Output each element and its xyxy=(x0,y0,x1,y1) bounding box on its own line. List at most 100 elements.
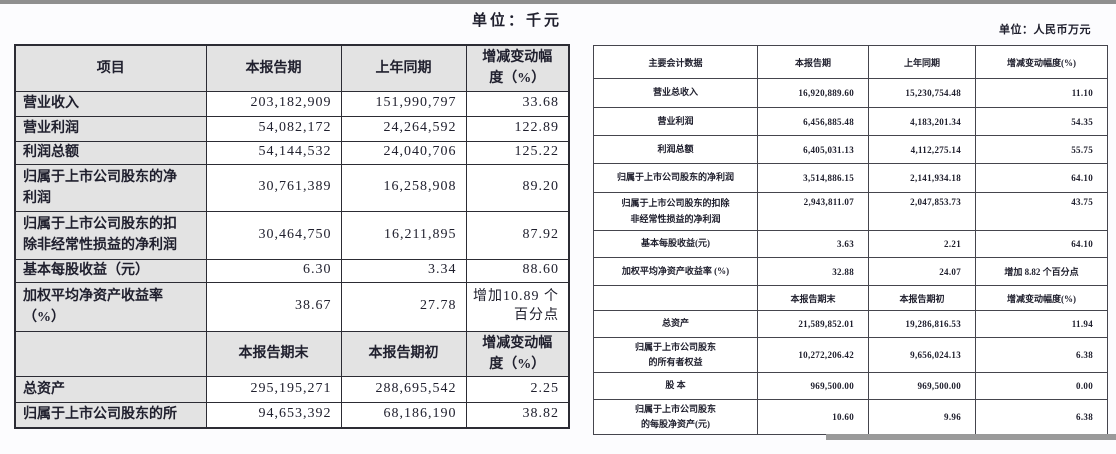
current-period-header-cell: 本报告期 xyxy=(205,44,342,92)
prior-period-cell: 151,990,797 xyxy=(340,90,467,117)
period-start-header-cell: 本报告期初 xyxy=(340,330,467,377)
table-row: 归属于上市公司股东的扣 除非经常性损益的净利润 30,464,750 16,21… xyxy=(14,210,570,260)
current-period-cell: 203,182,909 xyxy=(205,90,342,117)
table-row: 利润总额 54,144,532 24,040,706 125.22 xyxy=(14,140,570,165)
current-period-cell: 3.63 xyxy=(757,230,869,258)
table-row: 基本每股收益（元） 6.30 3.34 88.60 xyxy=(14,258,570,283)
prior-period-cell: 2,141,934.18 xyxy=(868,163,976,193)
current-period-cell: 54,082,172 xyxy=(205,115,342,142)
item-header-cell: 项目 xyxy=(14,44,207,92)
period-end-cell: 94,653,392 xyxy=(205,401,342,429)
empty-header-cell xyxy=(14,330,207,377)
item-cell: 营业收入 xyxy=(14,90,207,117)
change-cell: 122.89 xyxy=(465,115,570,142)
change-cell: 6.38 xyxy=(975,337,1108,373)
item-cell: 营业利润 xyxy=(593,107,758,136)
period-start-cell: 68,186,190 xyxy=(340,401,467,429)
change-cell: 33.68 xyxy=(465,90,570,117)
item-cell: 归属于上市公司股东的净 利润 xyxy=(14,163,207,212)
left-financial-table: 项目 本报告期 上年同期 增减变动幅 度（%） 营业收入 203,182,909… xyxy=(14,44,570,429)
table-row: 加权平均净资产收益率 (%) 32.88 24.07 增加 8.82 个百分点 xyxy=(593,257,1108,286)
current-period-cell: 54,144,532 xyxy=(205,140,342,165)
prior-period-cell: 4,183,201.34 xyxy=(868,107,976,136)
item-cell: 归属于上市公司股东的扣 除非经常性损益的净利润 xyxy=(14,210,207,260)
table-row: 总资产 295,195,271 288,695,542 2.25 xyxy=(14,375,570,403)
item-cell: 基本每股收益(元) xyxy=(593,230,758,258)
prior-period-header-cell: 上年同期 xyxy=(868,45,976,79)
right-financial-table: 主要会计数据 本报告期 上年同期 增减变动幅度(%) 营业总收入 16,920,… xyxy=(593,45,1108,435)
item-cell: 总资产 xyxy=(14,375,207,403)
table-row: 归属于上市公司股东的扣除 非经常性损益的净利润 2,943,811.07 2,0… xyxy=(593,192,1108,231)
change-cell: 11.94 xyxy=(975,310,1108,338)
current-period-cell: 6,405,031.13 xyxy=(757,135,869,164)
change-cell: 增加 8.82 个百分点 xyxy=(975,257,1108,286)
item-cell: 归属于上市公司股东 的所有者权益 xyxy=(593,337,758,373)
top-edge-strip xyxy=(0,0,1116,4)
period-end-header-cell: 本报告期末 xyxy=(205,330,342,377)
change-cell: 11.10 xyxy=(975,78,1108,108)
change-cell: 54.35 xyxy=(975,107,1108,136)
change-header-cell: 增减变动幅度(%) xyxy=(975,45,1108,79)
item-cell: 股 本 xyxy=(593,372,758,400)
current-period-cell: 2,943,811.07 xyxy=(757,192,869,231)
change-cell: 43.75 xyxy=(975,192,1108,231)
change-cell: 38.82 xyxy=(465,401,570,429)
period-start-cell: 9,656,024.13 xyxy=(868,337,976,373)
table-subheader-row: 本报告期末 本报告期初 增减变动幅 度（%） xyxy=(14,330,570,377)
table-row: 归属于上市公司股东的净利润 3,514,886.15 2,141,934.18 … xyxy=(593,163,1108,193)
current-period-cell: 3,514,886.15 xyxy=(757,163,869,193)
current-period-cell: 32.88 xyxy=(757,257,869,286)
table-subheader-row: 本报告期末 本报告期初 增减变动幅度(%) xyxy=(593,285,1108,311)
table-row: 利润总额 6,405,031.13 4,112,275.14 55.75 xyxy=(593,135,1108,164)
period-start-cell: 969,500.00 xyxy=(868,372,976,400)
prior-period-header-cell: 上年同期 xyxy=(340,44,467,92)
table-row: 归属于上市公司股东 的所有者权益 10,272,206.42 9,656,024… xyxy=(593,337,1108,373)
table-row: 股 本 969,500.00 969,500.00 0.00 xyxy=(593,372,1108,400)
period-end-cell: 295,195,271 xyxy=(205,375,342,403)
period-end-cell: 10,272,206.42 xyxy=(757,337,869,373)
table-row: 归属于上市公司股东 的每股净资产(元) 10.60 9.96 6.38 xyxy=(593,399,1108,435)
item-cell: 归属于上市公司股东的扣除 非经常性损益的净利润 xyxy=(593,192,758,231)
period-start-cell: 288,695,542 xyxy=(340,375,467,403)
change-cell: 0.00 xyxy=(975,372,1108,400)
period-start-header-cell: 本报告期初 xyxy=(868,285,976,311)
prior-period-cell: 16,211,895 xyxy=(340,210,467,260)
table-row: 总资产 21,589,852.01 19,286,816.53 11.94 xyxy=(593,310,1108,338)
current-period-cell: 16,920,889.60 xyxy=(757,78,869,108)
change-cell: 55.75 xyxy=(975,135,1108,164)
current-period-header-cell: 本报告期 xyxy=(757,45,869,79)
current-period-cell: 38.67 xyxy=(205,281,342,332)
table-header-row: 项目 本报告期 上年同期 增减变动幅 度（%） xyxy=(14,44,570,92)
prior-period-cell: 2.21 xyxy=(868,230,976,258)
period-end-cell: 969,500.00 xyxy=(757,372,869,400)
item-cell: 营业总收入 xyxy=(593,78,758,108)
change-cell: 增加10.89 个 百分点 xyxy=(465,281,570,332)
change-cell: 64.10 xyxy=(975,230,1108,258)
item-header-cell: 主要会计数据 xyxy=(593,45,758,79)
change-cell: 88.60 xyxy=(465,258,570,283)
period-start-cell: 9.96 xyxy=(868,399,976,435)
current-period-cell: 30,761,389 xyxy=(205,163,342,212)
change-cell: 87.92 xyxy=(465,210,570,260)
empty-header-cell xyxy=(593,285,758,311)
period-end-cell: 10.60 xyxy=(757,399,869,435)
table-row: 加权平均净资产收益率 （%） 38.67 27.78 增加10.89 个 百分点 xyxy=(14,281,570,332)
table-header-row: 主要会计数据 本报告期 上年同期 增减变动幅度(%) xyxy=(593,45,1108,79)
bottom-edge-strip xyxy=(826,434,1116,440)
change-cell: 64.10 xyxy=(975,163,1108,193)
item-cell: 加权平均净资产收益率 （%） xyxy=(14,281,207,332)
change-header-cell: 增减变动幅度(%) xyxy=(975,285,1108,311)
right-unit-label: 单位：人民币万元 xyxy=(999,24,1091,36)
item-cell: 归属于上市公司股东的净利润 xyxy=(593,163,758,193)
change-header-cell: 增减变动幅 度（%） xyxy=(465,330,570,377)
prior-period-cell: 4,112,275.14 xyxy=(868,135,976,164)
current-period-cell: 30,464,750 xyxy=(205,210,342,260)
prior-period-cell: 2,047,853.73 xyxy=(868,192,976,231)
item-cell: 归属于上市公司股东的所 xyxy=(14,401,207,429)
change-cell: 125.22 xyxy=(465,140,570,165)
prior-period-cell: 24.07 xyxy=(868,257,976,286)
table-row: 归属于上市公司股东的所 94,653,392 68,186,190 38.82 xyxy=(14,401,570,429)
prior-period-cell: 15,230,754.48 xyxy=(868,78,976,108)
item-cell: 归属于上市公司股东 的每股净资产(元) xyxy=(593,399,758,435)
